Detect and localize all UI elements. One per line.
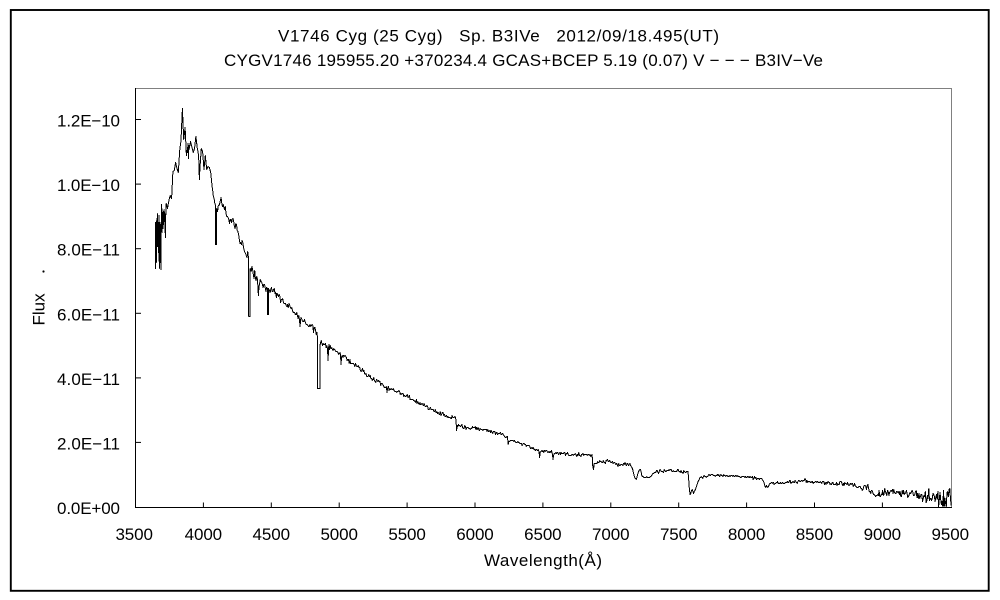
svg-text:7500: 7500 <box>660 525 698 544</box>
svg-text:V1746 Cyg (25 Cyg) Sp. B3IVe: V1746 Cyg (25 Cyg) Sp. B3IVe 2012/09/18.… <box>278 27 719 46</box>
svg-text:2.0E−11: 2.0E−11 <box>57 434 120 453</box>
svg-text:8.0E−11: 8.0E−11 <box>57 241 120 260</box>
svg-text:8000: 8000 <box>728 525 766 544</box>
svg-text:Wavelength(Å): Wavelength(Å) <box>484 551 602 570</box>
svg-text:0.0E+00: 0.0E+00 <box>57 499 120 518</box>
svg-text:1.2E−10: 1.2E−10 <box>57 112 120 131</box>
svg-text:5500: 5500 <box>388 525 426 544</box>
svg-text:9000: 9000 <box>864 525 902 544</box>
svg-text:4500: 4500 <box>253 525 291 544</box>
svg-text:9500: 9500 <box>932 525 970 544</box>
svg-text:5000: 5000 <box>320 525 358 544</box>
svg-text:8500: 8500 <box>796 525 834 544</box>
svg-text:Flux: Flux <box>30 293 49 326</box>
svg-text:6.0E−11: 6.0E−11 <box>57 305 120 324</box>
svg-text:1.0E−10: 1.0E−10 <box>57 176 120 195</box>
svg-text:6500: 6500 <box>524 525 562 544</box>
svg-text:3500: 3500 <box>115 525 153 544</box>
svg-text:4000: 4000 <box>185 525 223 544</box>
svg-text:6000: 6000 <box>456 525 494 544</box>
svg-text:7000: 7000 <box>592 525 630 544</box>
svg-text:4.0E−11: 4.0E−11 <box>57 370 120 389</box>
svg-text:CYGV1746 195955.20 +370234.4 G: CYGV1746 195955.20 +370234.4 GCAS+BCEP 5… <box>224 51 823 70</box>
